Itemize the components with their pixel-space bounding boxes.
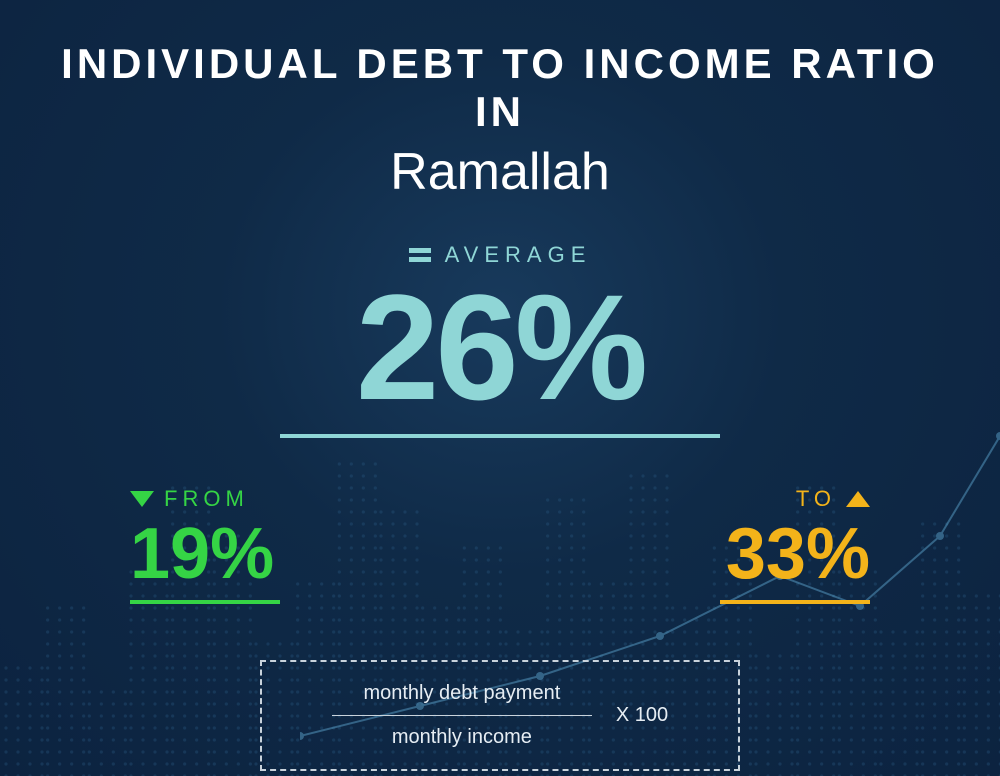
formula-multiplier: X 100 xyxy=(616,704,668,727)
equals-icon xyxy=(409,248,431,262)
title-line-2: Ramallah xyxy=(50,142,950,202)
average-block: AVERAGE 26% xyxy=(280,240,720,438)
formula-box: monthly debt payment monthly income X 10… xyxy=(260,660,740,771)
infographic-content: INDIVIDUAL DEBT TO INCOME RATIO IN Ramal… xyxy=(0,0,1000,776)
title-line-1: INDIVIDUAL DEBT TO INCOME RATIO IN xyxy=(50,40,950,136)
to-block: TO 33% xyxy=(720,486,870,604)
formula-denominator: monthly income xyxy=(392,726,532,749)
fraction-line xyxy=(332,715,592,716)
from-label-row: FROM xyxy=(130,486,249,512)
to-underline xyxy=(720,600,870,604)
formula-fraction: monthly debt payment monthly income xyxy=(332,682,592,749)
triangle-down-icon xyxy=(130,491,154,507)
to-label-row: TO xyxy=(796,486,870,512)
to-label: TO xyxy=(796,486,836,512)
formula-numerator: monthly debt payment xyxy=(363,682,560,705)
from-value: 19% xyxy=(130,518,280,590)
from-block: FROM 19% xyxy=(130,486,280,604)
from-label: FROM xyxy=(164,486,249,512)
to-value: 33% xyxy=(720,518,870,590)
average-value: 26% xyxy=(280,272,720,422)
from-underline xyxy=(130,600,280,604)
triangle-up-icon xyxy=(846,491,870,507)
average-underline xyxy=(280,434,720,438)
range-row: FROM 19% TO 33% xyxy=(130,486,870,604)
